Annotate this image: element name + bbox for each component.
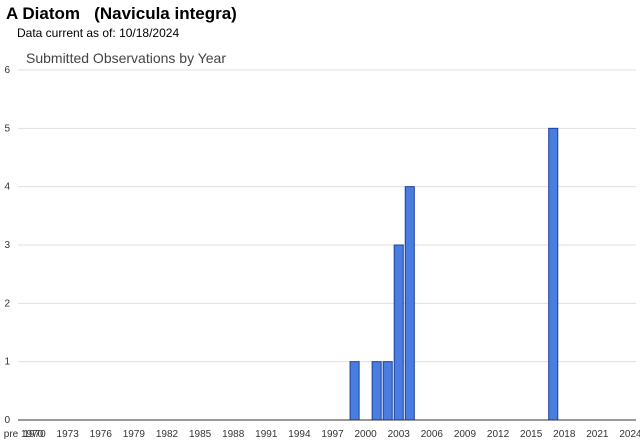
bar	[371, 361, 382, 421]
x-tick-label: pre 1970	[4, 429, 44, 440]
data-current-line: Data current as of: 10/18/2024	[17, 26, 179, 40]
x-tick-label: 2012	[487, 429, 510, 440]
bar	[349, 361, 360, 421]
scientific-name: (Navicula integra)	[94, 4, 237, 23]
x-tick-label: 1979	[123, 429, 146, 440]
bar	[382, 361, 393, 421]
bar	[548, 127, 559, 421]
y-tick-label: 0	[4, 415, 10, 426]
x-tick-label: 2021	[586, 429, 609, 440]
species-title: A Diatom (Navicula integra)	[6, 4, 237, 24]
x-tick-label: 2018	[553, 429, 576, 440]
x-tick-label: 2015	[520, 429, 543, 440]
x-tick-label: 1976	[90, 429, 113, 440]
x-tick-label: 2006	[421, 429, 444, 440]
bars	[349, 127, 559, 421]
x-tick-label: 2003	[388, 429, 411, 440]
y-tick-label: 6	[4, 65, 10, 76]
x-tick-label: 1997	[321, 429, 344, 440]
x-tick-label: 2009	[454, 429, 477, 440]
x-tick-label: 1973	[57, 429, 80, 440]
x-tick-label: 2024	[619, 429, 640, 440]
x-tick-label: 1970	[23, 429, 46, 440]
data-current-date: 10/18/2024	[119, 26, 180, 40]
x-tick-label: 1985	[189, 429, 212, 440]
y-tick-label: 5	[4, 123, 10, 134]
x-tick-label: 1991	[255, 429, 278, 440]
y-axis-ticks: 0 1 2 3 4 5 6	[4, 65, 10, 426]
chart-title: Submitted Observations by Year	[26, 50, 226, 66]
bar	[393, 244, 404, 421]
data-current-label: Data current as of:	[17, 26, 116, 40]
bar	[404, 186, 415, 421]
y-tick-label: 4	[4, 182, 10, 193]
gridlines	[18, 69, 636, 363]
y-tick-label: 1	[4, 357, 10, 368]
x-tick-label: 1988	[222, 429, 245, 440]
y-tick-label: 2	[4, 298, 10, 309]
x-tick-label: 1982	[156, 429, 179, 440]
x-tick-label: 1994	[288, 429, 311, 440]
common-name: A Diatom	[6, 4, 80, 23]
x-tick-label: 2000	[355, 429, 378, 440]
y-tick-label: 3	[4, 240, 10, 251]
